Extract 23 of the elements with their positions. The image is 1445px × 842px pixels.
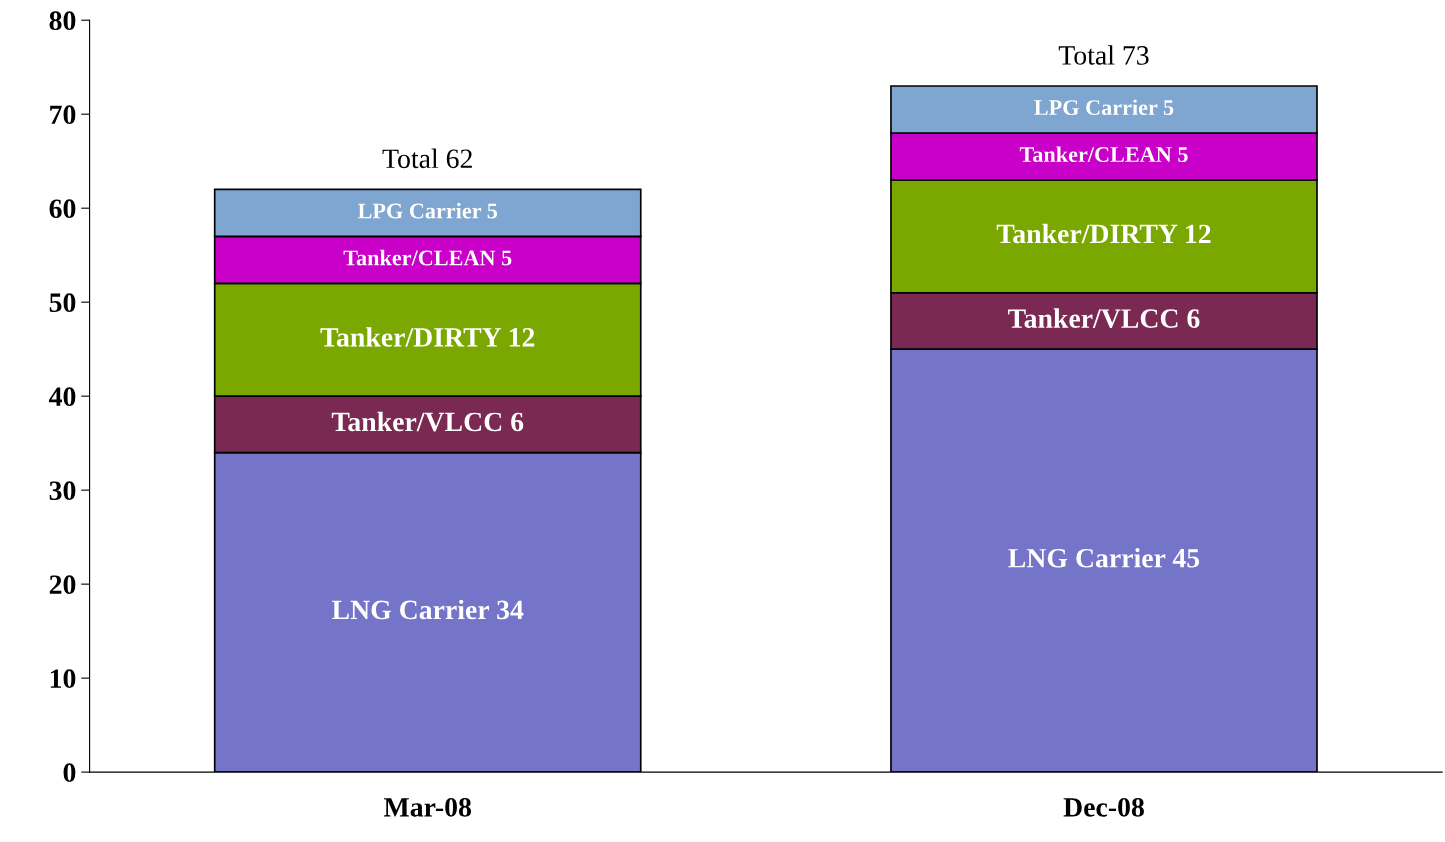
data-label: Tanker/CLEAN 5 bbox=[343, 249, 512, 266]
y-tick-label: 10 bbox=[50, 669, 76, 689]
data-label: Tanker/VLCC 6 bbox=[331, 411, 524, 432]
data-label: LNG Carrier 45 bbox=[1008, 548, 1200, 568]
x-tick-label: Mar-08 bbox=[383, 797, 472, 817]
data-label: LPG Carrier 5 bbox=[357, 202, 498, 219]
y-tick-label: 20 bbox=[49, 575, 76, 595]
y-tick-label: 30 bbox=[49, 481, 76, 501]
x-tick-label: Dec-08 bbox=[1063, 797, 1144, 817]
y-tick-label: 70 bbox=[50, 105, 76, 125]
data-label: Tanker/DIRTY 12 bbox=[996, 223, 1211, 244]
y-tick-label: 80 bbox=[49, 11, 76, 31]
data-label: LNG Carrier 34 bbox=[332, 599, 524, 620]
data-label: Tanker/CLEAN 5 bbox=[1019, 146, 1188, 163]
data-label: LPG Carrier 5 bbox=[1034, 99, 1174, 116]
data-label: Tanker/VLCC 6 bbox=[1008, 308, 1200, 329]
y-tick-label: 60 bbox=[49, 199, 76, 219]
total-label: Total 73 bbox=[1058, 45, 1149, 65]
total-label: Total 62 bbox=[382, 148, 472, 169]
y-tick-label: 0 bbox=[63, 763, 76, 783]
data-label: Tanker/DIRTY 12 bbox=[320, 327, 535, 347]
y-tick-label: 50 bbox=[49, 293, 76, 313]
y-tick-label: 40 bbox=[49, 387, 76, 407]
